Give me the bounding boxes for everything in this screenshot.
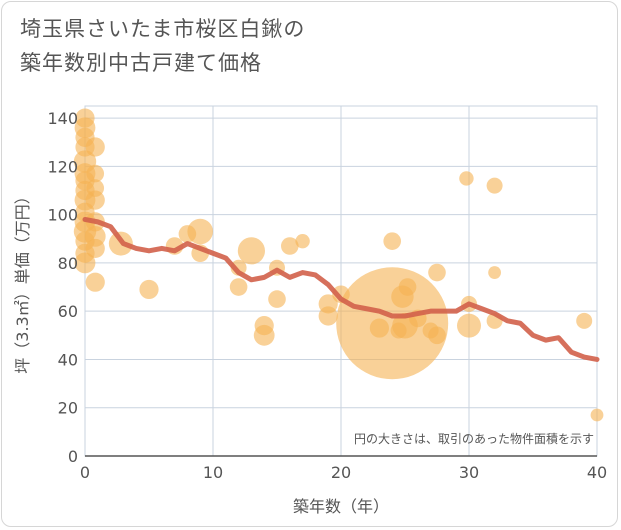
x-axis-ticks: 0 10 20 30 40	[80, 463, 607, 482]
data-bubble	[253, 324, 275, 346]
x-tick-label: 30	[459, 463, 479, 482]
x-tick-label: 0	[80, 463, 90, 482]
y-tick-label: 120	[47, 157, 78, 176]
bubble-series	[73, 108, 604, 422]
data-bubble	[85, 272, 105, 292]
size-legend-note: 円の大きさは、取引のあった物件面積を示す	[354, 431, 594, 446]
y-tick-label: 20	[58, 399, 78, 418]
data-bubble	[590, 408, 604, 422]
data-bubble	[229, 278, 248, 296]
y-tick-label: 60	[58, 302, 78, 321]
data-bubble	[398, 278, 417, 296]
data-bubble	[85, 238, 105, 259]
x-axis-title: 築年数（年）	[293, 497, 389, 516]
y-tick-label: 0	[68, 447, 78, 466]
data-bubble	[187, 218, 213, 245]
data-bubble	[237, 237, 265, 265]
trend-series	[82, 216, 600, 362]
trend-line	[82, 216, 600, 362]
data-bubble	[318, 306, 338, 326]
y-tick-label: 40	[58, 350, 78, 369]
data-bubble	[85, 137, 105, 157]
chart-title-line-2: 築年数別中古戸建て価格	[20, 51, 262, 75]
data-bubble	[74, 252, 96, 274]
x-tick-label: 20	[331, 463, 351, 482]
data-bubble	[336, 267, 449, 380]
chart-title-line-1: 埼玉県さいたま市桜区白鍬の	[20, 17, 306, 41]
data-bubble	[428, 326, 446, 345]
data-bubble	[295, 233, 310, 249]
y-tick-label: 140	[47, 109, 78, 128]
data-bubble	[383, 232, 402, 250]
y-axis-title: 坪（3.3㎡）単価（万円）	[13, 188, 32, 373]
x-tick-label: 40	[587, 463, 607, 482]
data-bubble	[281, 237, 299, 255]
data-bubble	[488, 266, 501, 279]
data-bubble	[459, 171, 474, 186]
data-bubble	[486, 177, 503, 194]
x-tick-label: 10	[203, 463, 223, 482]
data-bubble	[139, 279, 159, 300]
data-bubble	[457, 313, 481, 338]
data-bubble	[576, 312, 593, 329]
data-bubble	[428, 263, 446, 282]
y-tick-label: 80	[58, 254, 78, 273]
data-bubble	[85, 190, 105, 210]
data-bubble	[268, 290, 286, 308]
y-tick-label: 100	[47, 206, 78, 225]
data-bubble	[86, 164, 105, 183]
chart-title: 埼玉県さいたま市桜区白鍬の 築年数別中古戸建て価格	[20, 12, 305, 80]
y-axis-ticks: 0 20 40 60 80 100 120 140	[47, 109, 78, 466]
